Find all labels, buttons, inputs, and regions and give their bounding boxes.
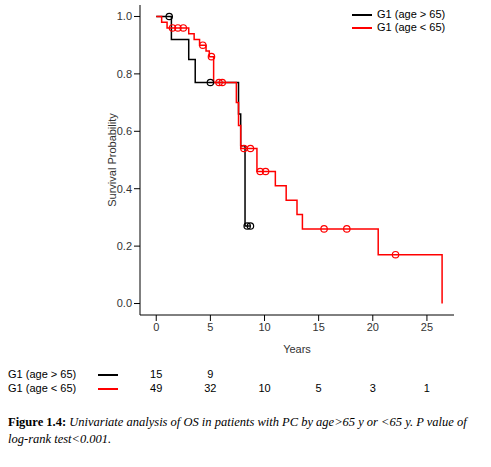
svg-text:5: 5 xyxy=(207,321,213,333)
html-text:G1 (age > 65): G1 (age > 65) xyxy=(8,368,77,380)
svg-text:0: 0 xyxy=(153,321,159,333)
svg-text:0.0: 0.0 xyxy=(117,297,132,309)
html-text:Figure 1.4: Univariate analysi: Figure 1.4: Univariate analysis of OS in… xyxy=(8,415,467,446)
html-text:3: 3 xyxy=(369,382,376,394)
html-text:49: 49 xyxy=(150,382,163,394)
svg-text:Years: Years xyxy=(283,343,311,355)
html-text:G1 (age > 65): G1 (age > 65) xyxy=(377,8,446,20)
svg-text:20: 20 xyxy=(367,321,379,333)
html-text:G1 (age < 65): G1 (age < 65) xyxy=(8,382,77,394)
html-text:10: 10 xyxy=(258,382,271,394)
html-text:32: 32 xyxy=(204,382,217,394)
svg-text:Survival Probability: Survival Probability xyxy=(106,113,118,207)
svg-text:15: 15 xyxy=(313,321,325,333)
svg-text:10: 10 xyxy=(258,321,270,333)
svg-text:25: 25 xyxy=(421,321,433,333)
html-text:5: 5 xyxy=(315,382,322,394)
html-text:1: 1 xyxy=(423,382,430,394)
svg-text:0.6: 0.6 xyxy=(117,125,132,137)
svg-text:0.8: 0.8 xyxy=(117,68,132,80)
html-text:G1 (age < 65): G1 (age < 65) xyxy=(377,21,446,33)
html-text:15: 15 xyxy=(150,368,163,380)
svg-text:0.2: 0.2 xyxy=(117,240,132,252)
html-text:9: 9 xyxy=(207,368,214,380)
svg-text:1.0: 1.0 xyxy=(117,10,132,22)
svg-text:0.4: 0.4 xyxy=(117,183,132,195)
